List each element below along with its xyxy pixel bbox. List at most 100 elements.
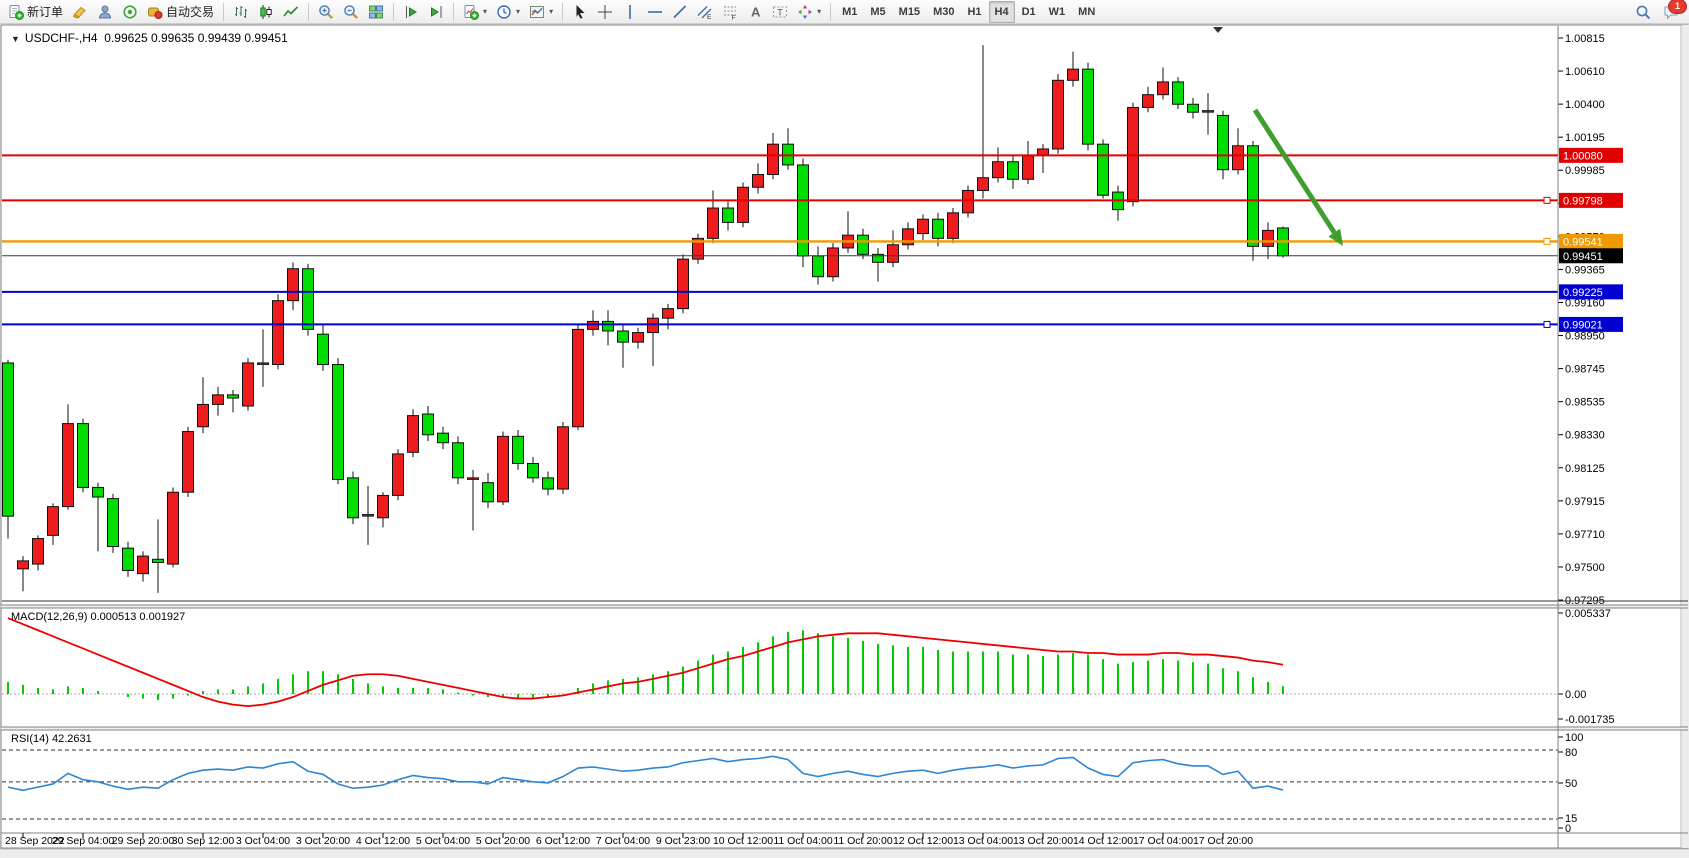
arrows-button[interactable]: ▾ [793, 2, 825, 22]
candle [47, 503, 59, 545]
timeframe-button-d1[interactable]: D1 [1021, 5, 1036, 18]
label-icon: T [773, 6, 788, 17]
timeframe-button-mn[interactable]: MN [1078, 5, 1096, 18]
horizontal-line-button[interactable] [643, 2, 667, 22]
candle [332, 358, 344, 485]
symbol-period-label: USDCHF-,H4 [24, 31, 98, 45]
panel-separator[interactable] [1, 727, 1688, 730]
periods-button[interactable]: ▾ [492, 2, 524, 22]
dropdown-arrow-icon[interactable]: ▾ [817, 7, 822, 16]
chart-title: ▼ USDCHF-,H4 0.99625 0.99635 0.99439 0.99… [11, 31, 288, 45]
timeframe-button-w1[interactable]: W1 [1048, 5, 1066, 18]
zoom-in-icon [319, 4, 334, 19]
time-label: 5 Oct 20:00 [476, 835, 530, 847]
timeframe-button-h1[interactable]: H1 [967, 5, 982, 18]
candle [182, 426, 194, 498]
dropdown-arrow-icon[interactable]: ▾ [516, 7, 521, 16]
candles-icon [260, 4, 272, 19]
chart-window-frame [0, 24, 1689, 849]
macd-panel [2, 617, 1558, 708]
profile-button[interactable] [93, 2, 117, 22]
candle [1052, 73, 1064, 154]
macd-tick-label: -0.001735 [1565, 714, 1615, 726]
crosshair-button[interactable] [593, 2, 617, 22]
line-handle[interactable] [1543, 320, 1551, 328]
candle [2, 359, 14, 539]
text-button[interactable]: A [743, 2, 767, 22]
rsi-panel [2, 749, 1558, 820]
time-label: 29 Sep 20:00 [112, 835, 175, 847]
time-label: 7 Oct 04:00 [596, 835, 650, 847]
zoom-out-button[interactable] [339, 2, 363, 22]
svg-text:1.00080: 1.00080 [1563, 150, 1603, 162]
tiles-icon [369, 5, 384, 18]
toolbar-separator [223, 2, 225, 21]
svg-text:0.99451: 0.99451 [1563, 251, 1603, 263]
new-order-button[interactable]: 新订单 [4, 2, 67, 22]
text-label-button[interactable]: T [768, 2, 792, 22]
candle [857, 228, 869, 260]
tile-windows-button[interactable] [364, 2, 388, 22]
timeframe-button-m15[interactable]: M15 [898, 5, 921, 18]
line-handle[interactable] [1543, 237, 1551, 245]
equidistant-channel-button[interactable]: E [693, 2, 717, 22]
new-order-button-label: 新订单 [27, 5, 64, 19]
panel-separator[interactable] [1, 605, 1688, 608]
cursor-button[interactable] [568, 2, 592, 22]
candle [422, 406, 434, 442]
candle [137, 551, 149, 582]
timeframe-button-m5[interactable]: M5 [870, 5, 886, 18]
candle [257, 329, 269, 387]
candle [452, 436, 464, 485]
candle [512, 429, 524, 470]
trendline-button[interactable] [668, 2, 692, 22]
trend-icon [673, 4, 687, 18]
search-icon [1636, 5, 1651, 19]
time-label: 13 Oct 20:00 [1013, 835, 1073, 847]
price-badge: 1.00080 [1559, 147, 1623, 163]
price-tick-label: 1.00815 [1565, 33, 1605, 45]
timeframe-button-m30[interactable]: M30 [933, 5, 955, 18]
candle [1232, 128, 1244, 175]
dropdown-arrow-icon[interactable]: ▾ [549, 7, 554, 16]
candle [542, 471, 554, 496]
candlestick-chart-button[interactable] [254, 2, 278, 22]
line-chart-button[interactable] [279, 2, 303, 22]
chart-shift-marker[interactable] [1213, 27, 1223, 33]
candle [632, 327, 644, 349]
templates-button[interactable]: ▾ [525, 2, 557, 22]
price-tick-label: 0.98950 [1565, 331, 1605, 343]
svg-text:0.99021: 0.99021 [1563, 319, 1603, 331]
search-button[interactable] [1631, 2, 1655, 22]
clock-icon [497, 4, 511, 19]
toolbar-separator [393, 2, 395, 21]
chart-shift-button[interactable] [399, 2, 423, 22]
timeframe-button-m1[interactable]: M1 [842, 5, 858, 18]
dropdown-arrow-icon[interactable]: ▾ [483, 7, 488, 16]
fibonacci-button[interactable]: F [718, 2, 742, 22]
auto-trading-icon [148, 7, 163, 19]
candle [362, 485, 374, 545]
new-order-icon [9, 4, 24, 20]
vertical-line-button[interactable] [618, 2, 642, 22]
candle [377, 492, 389, 528]
line-handle[interactable] [1543, 196, 1551, 204]
timeframe-button-h4[interactable]: H4 [988, 0, 1015, 23]
signal-button[interactable] [118, 2, 142, 22]
candle [1082, 62, 1094, 151]
chart-brush-button[interactable] [68, 2, 92, 22]
chevron-down-icon[interactable]: ▼ [11, 34, 20, 44]
auto-scroll-button[interactable] [424, 2, 448, 22]
notifications-button[interactable]: 1 [1659, 0, 1687, 22]
auto-trading-button[interactable]: 自动交易 [143, 2, 218, 22]
arrow-annotation-head[interactable] [1328, 228, 1343, 246]
candle [827, 243, 839, 282]
arrow-annotation[interactable] [1252, 108, 1337, 234]
candle [17, 556, 29, 592]
bar-chart-button[interactable] [229, 2, 253, 22]
zoom-in-button[interactable] [314, 2, 338, 22]
candle [407, 409, 419, 458]
new-chart-button[interactable]: ▾ [459, 2, 491, 22]
vline-icon [629, 4, 631, 19]
